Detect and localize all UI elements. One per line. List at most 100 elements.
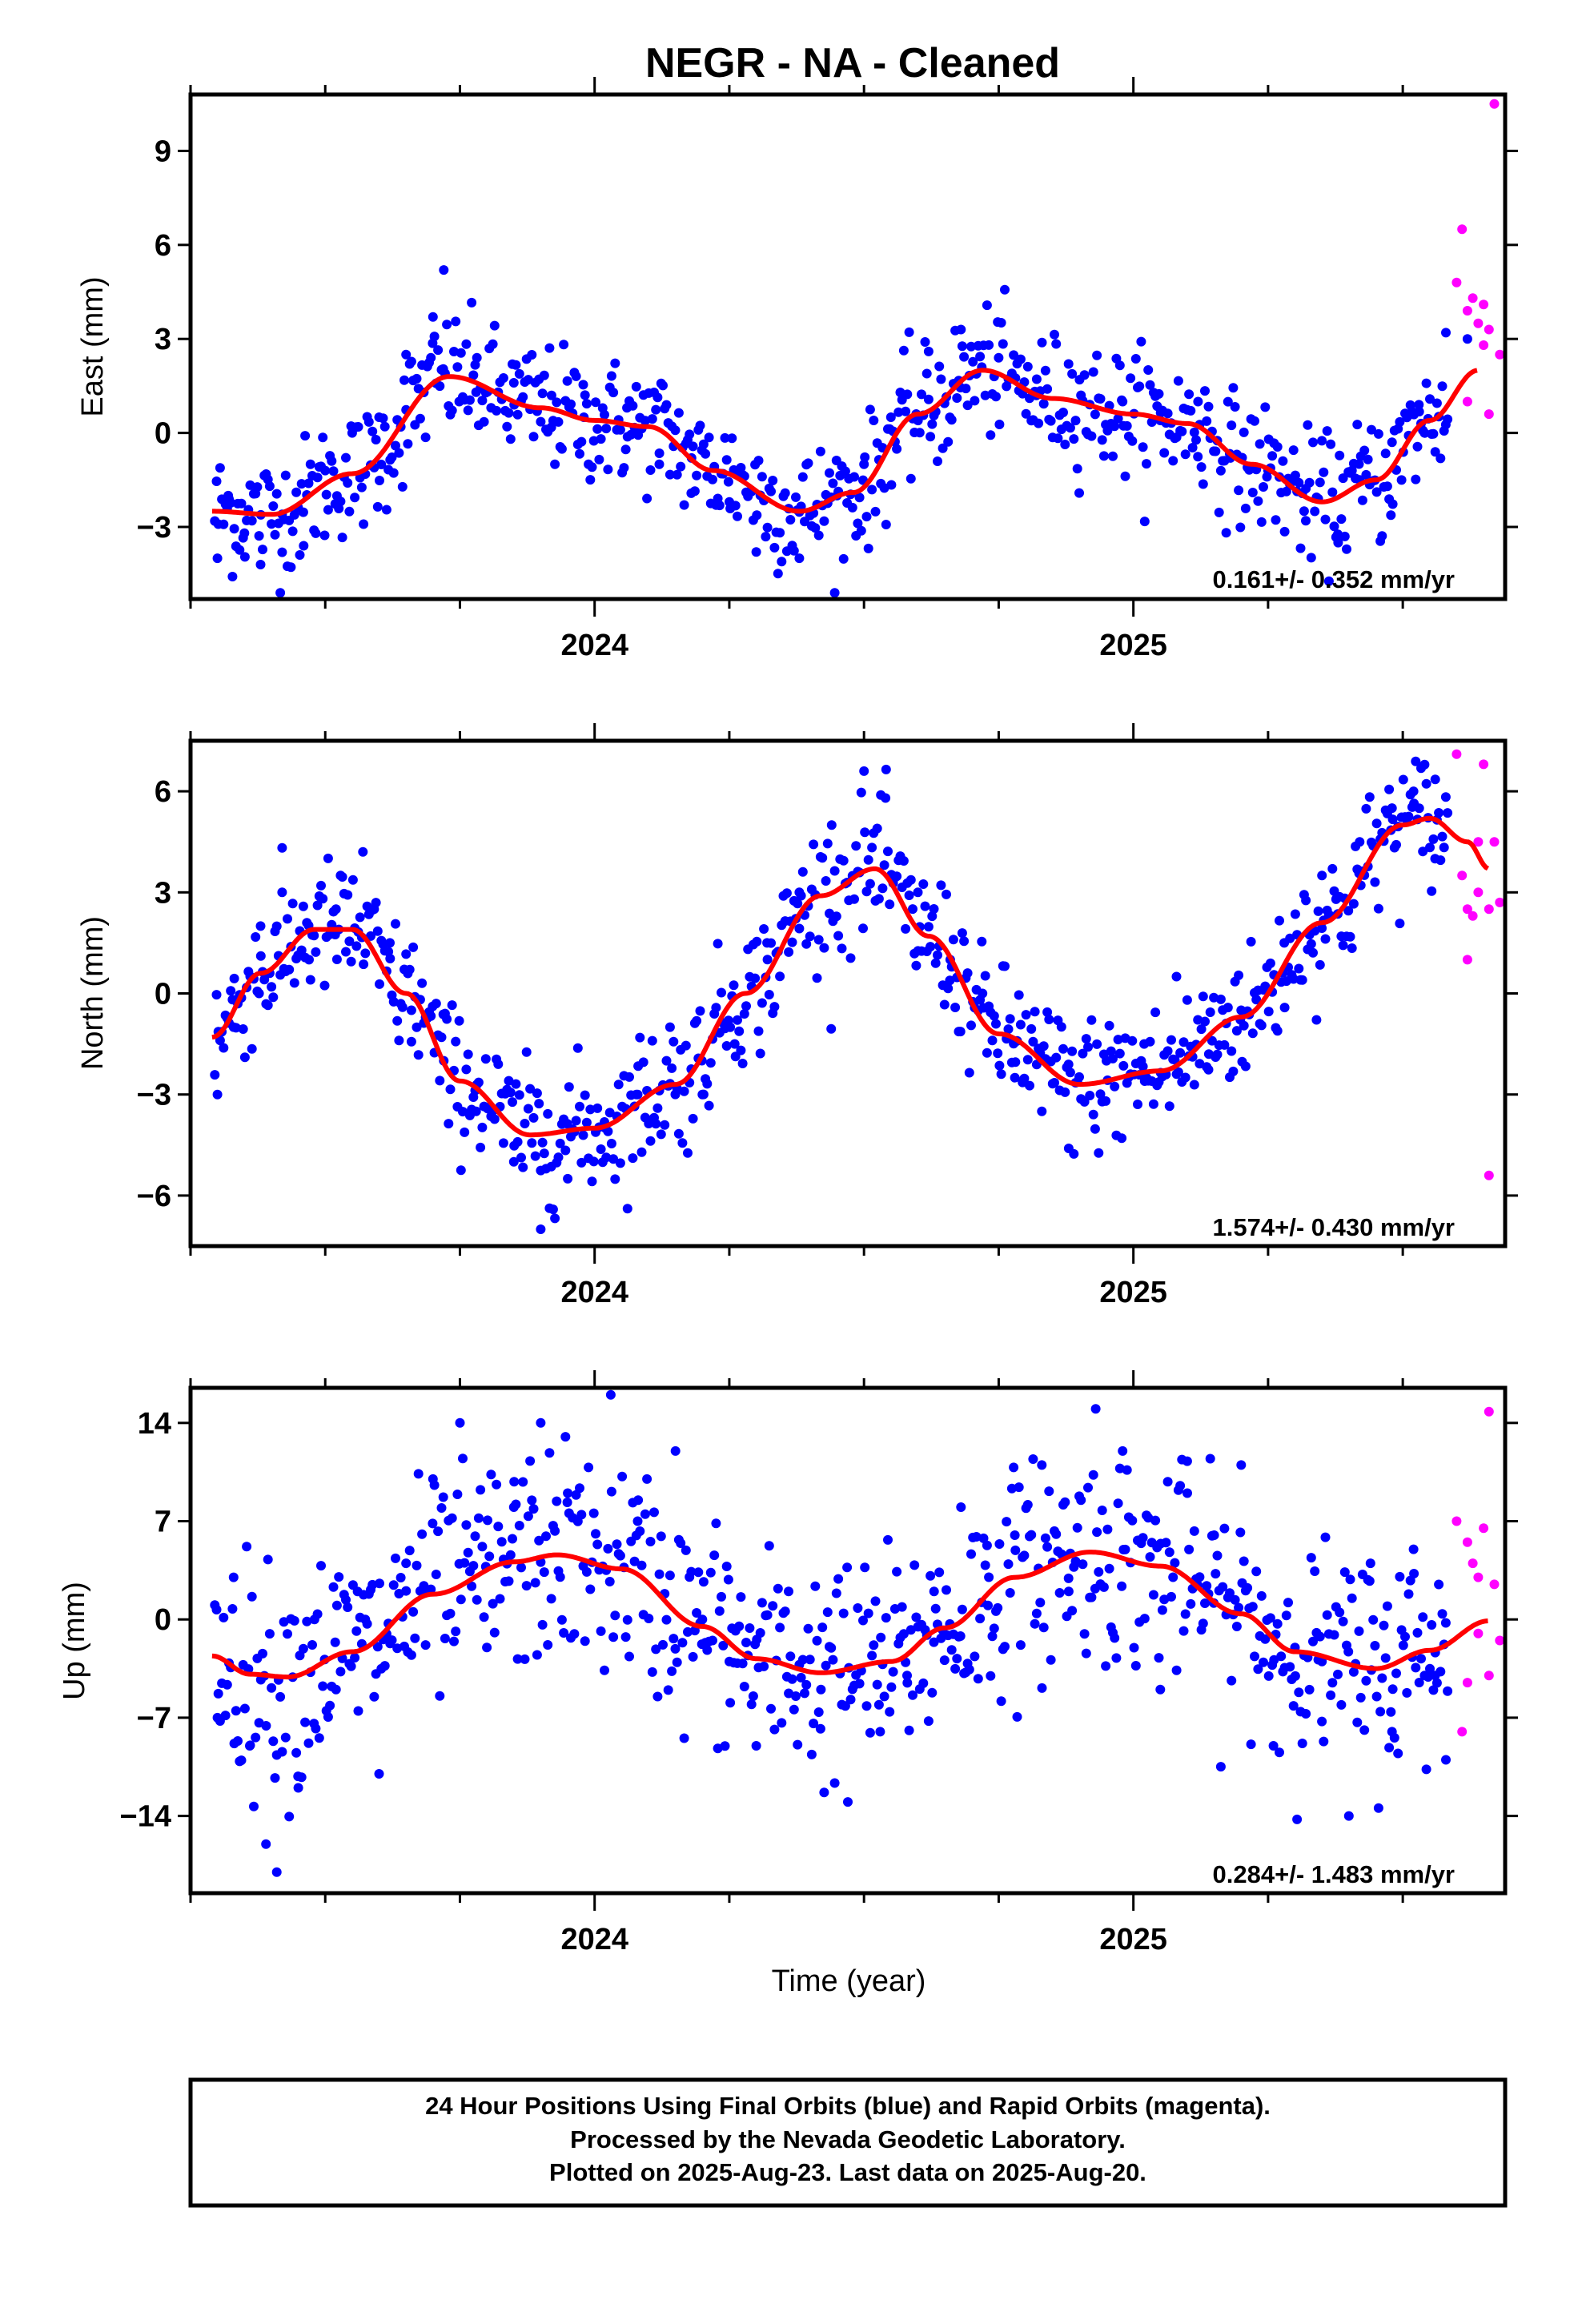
up-final-point [328,1582,339,1592]
up-final-point [275,1691,286,1702]
north-final-point [508,1097,517,1108]
up-final-point [993,1602,1003,1613]
up-final-point [725,1656,734,1667]
east-final-point [337,533,347,543]
north-final-point [372,926,383,936]
up-final-point [311,1723,321,1734]
up-ytick-label: −14 [120,1800,171,1834]
up-final-point [1180,1609,1191,1619]
north-final-point [1313,906,1323,916]
east-final-point [600,409,609,420]
up-final-point [1409,1569,1419,1578]
footer-line-3: Plotted on 2025-Aug-23. Last data on 202… [549,2158,1146,2186]
up-final-point [656,1531,666,1542]
up-final-point [1297,1739,1307,1748]
north-final-point [769,1002,780,1012]
up-final-point [1063,1586,1074,1597]
up-final-point [711,1518,721,1529]
east-final-point [1202,416,1212,426]
east-final-point [959,352,970,362]
up-rapid-point [1495,1635,1505,1646]
east-final-point [1198,479,1208,489]
north-final-point [284,964,295,975]
up-final-point [939,1655,950,1666]
up-final-point [923,1716,934,1727]
north-final-point [312,900,323,911]
north-final-point [762,955,773,965]
north-final-point [667,1063,677,1073]
north-final-point [819,943,829,953]
north-final-point [516,1152,526,1163]
north-final-point [964,1068,974,1078]
north-final-point [385,954,396,963]
north-final-point [942,889,951,899]
east-final-point [1290,470,1300,480]
up-final-point [768,1601,778,1611]
north-final-point [717,987,726,998]
up-rapid-point [1489,1579,1500,1590]
up-final-point [872,1679,882,1690]
north-final-point [688,1113,698,1124]
east-final-point [287,526,298,537]
east-final-point [1256,517,1267,527]
east-final-point [556,444,567,454]
east-final-point [219,519,229,529]
up-final-point [663,1685,673,1695]
up-final-point [840,1701,850,1711]
north-final-point [255,951,266,961]
up-final-point [610,1610,620,1621]
north-final-point [994,1060,1005,1071]
north-final-point [989,1011,999,1021]
north-final-point [679,1086,689,1096]
north-final-point [794,923,805,934]
north-final-point [318,894,328,904]
north-final-point [918,879,929,889]
up-final-point [904,1725,914,1735]
east-rapid-point [1479,300,1489,310]
up-final-point [369,1691,379,1702]
up-final-point [1377,1673,1387,1683]
up-final-point [330,1637,340,1647]
east-final-point [1462,334,1472,344]
north-final-point [838,855,849,866]
up-final-point [1434,1579,1444,1590]
up-final-point [1391,1668,1401,1679]
north-final-point [581,1117,592,1128]
up-final-point [1275,1747,1284,1758]
north-final-point [1067,1046,1078,1056]
up-final-point [828,1655,838,1665]
east-rapid-point [1495,349,1505,360]
up-ytick-label: 7 [155,1506,171,1539]
east-final-point [1086,431,1097,441]
east-final-point [400,375,409,385]
north-final-point [826,820,837,830]
up-final-point [323,1712,333,1722]
up-final-point [1157,1605,1167,1615]
east-final-point [536,416,546,427]
up-final-point [1398,1640,1408,1651]
east-final-point [255,560,266,569]
north-final-point [908,904,917,915]
up-final-point [603,1543,613,1554]
up-final-point [801,1679,812,1690]
north-final-point [734,1026,745,1036]
up-final-point [1265,1613,1275,1623]
east-final-point [1046,416,1056,426]
up-final-point [1117,1581,1127,1591]
east-final-point [652,392,663,403]
up-final-point [645,1537,656,1546]
east-final-point [367,426,378,436]
north-final-point [987,1035,998,1046]
east-final-point [312,472,323,483]
north-final-point [528,1112,539,1123]
north-final-point [721,1041,732,1051]
up-final-point [461,1520,472,1530]
east-rapid-point [1462,306,1472,316]
up-final-point [1395,1571,1405,1582]
east-final-point [943,436,954,447]
up-final-point [483,1515,492,1526]
up-final-point [826,1642,837,1653]
north-final-point [1265,958,1275,968]
east-final-point [863,543,873,553]
east-final-point [1304,477,1315,488]
